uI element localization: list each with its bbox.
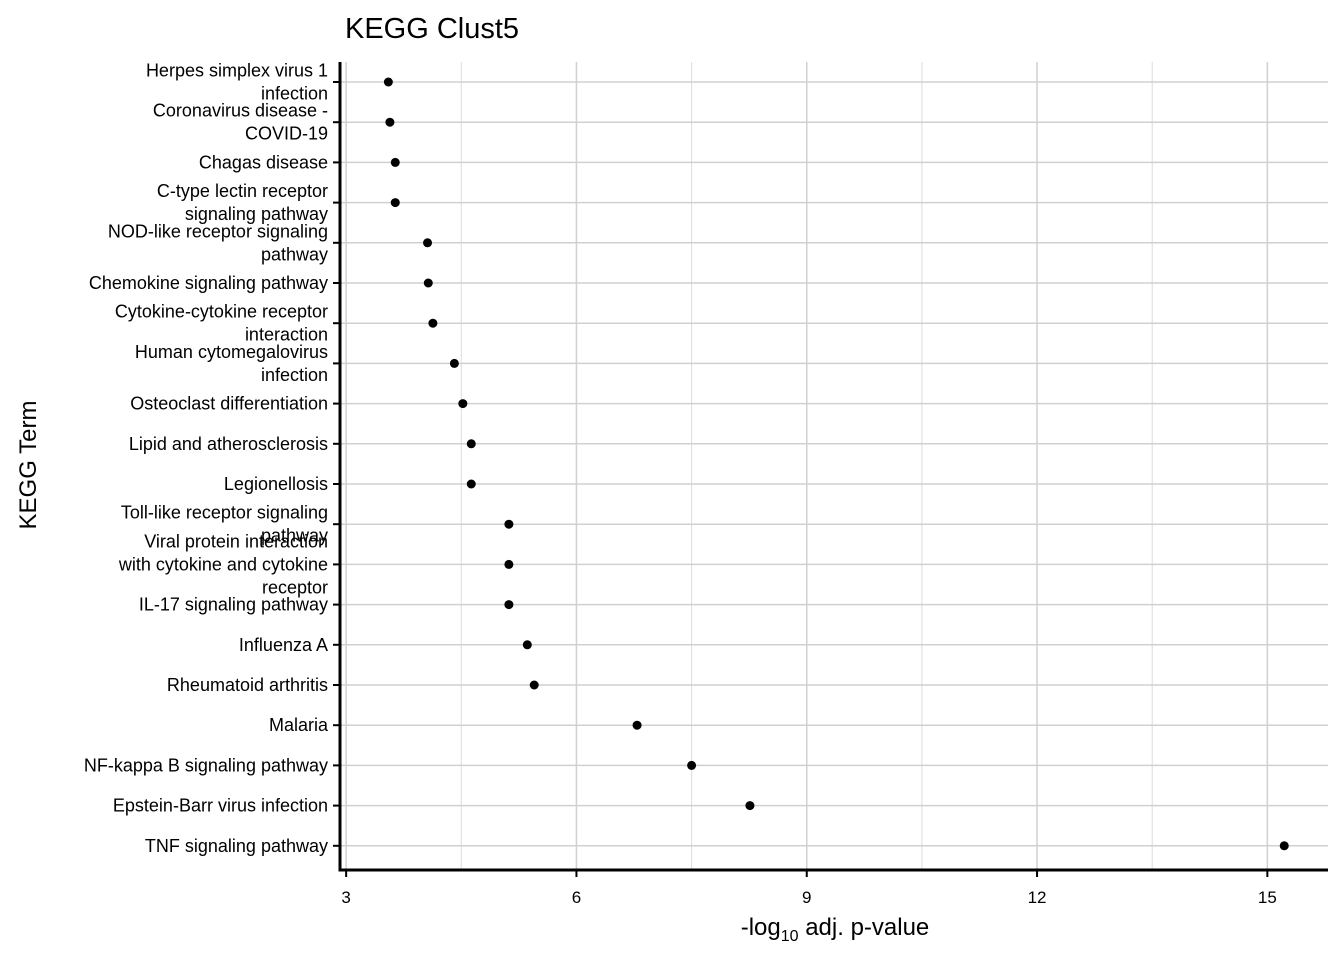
y-tick-label: Cytokine-cytokine receptor interaction: [115, 302, 328, 345]
y-tick-label: Coronavirus disease - COVID-19: [153, 101, 328, 144]
dot: [1279, 841, 1289, 851]
y-tick-label: NOD-like receptor signaling pathway: [108, 221, 328, 264]
y-tick-label-line: interaction: [245, 325, 328, 345]
dot: [428, 318, 438, 328]
y-tick-label-line: Human cytomegalovirus: [135, 342, 328, 362]
y-tick-label-line: Malaria: [269, 715, 329, 735]
y-tick-label-line: Coronavirus disease -: [153, 101, 328, 121]
dot: [466, 479, 476, 489]
y-axis-label: KEGG Term: [15, 401, 42, 530]
y-tick-label: Chagas disease: [199, 152, 328, 172]
y-tick-label: Lipid and atherosclerosis: [129, 434, 328, 454]
x-label-part: adj. p-value: [799, 914, 930, 941]
y-tick-label-line: infection: [261, 365, 328, 385]
dot: [423, 238, 433, 248]
y-tick-label: Viral protein interaction with cytokine a…: [118, 531, 328, 597]
dot: [390, 198, 400, 208]
x-tick-label: 9: [802, 888, 811, 907]
y-tick-label-line: IL-17 signaling pathway: [139, 595, 328, 615]
dot: [687, 760, 697, 770]
y-tick-label-line: Chemokine signaling pathway: [89, 273, 328, 293]
y-tick-label-line: Lipid and atherosclerosis: [129, 434, 328, 454]
y-tick-label-line: C-type lectin receptor: [157, 181, 328, 201]
dot: [466, 439, 476, 449]
y-tick-label: Epstein-Barr virus infection: [113, 796, 328, 816]
dot: [745, 801, 755, 811]
y-tick-label-line: NF-kappa B signaling pathway: [84, 755, 328, 775]
y-tick-label-line: Herpes simplex virus 1: [146, 61, 328, 81]
dot: [390, 157, 400, 167]
y-tick-label-line: Rheumatoid arthritis: [167, 675, 328, 695]
y-tick-label: Malaria: [269, 715, 329, 735]
dot: [504, 559, 514, 569]
y-tick-label-line: with cytokine and cytokine: [118, 554, 328, 574]
y-tick-label-line: infection: [261, 84, 328, 104]
dot: [385, 117, 395, 127]
dot: [423, 278, 433, 288]
y-tick-label-line: receptor: [262, 577, 328, 597]
y-tick-label: Rheumatoid arthritis: [167, 675, 328, 695]
x-tick-label: 3: [341, 888, 350, 907]
y-tick-label: Influenza A: [239, 635, 328, 655]
y-tick-label-line: signaling pathway: [185, 204, 328, 224]
y-tick-label-line: Legionellosis: [224, 474, 328, 494]
dot: [632, 720, 642, 730]
x-label-part: -log: [741, 914, 781, 941]
dot: [458, 399, 468, 409]
y-tick-label-line: NOD-like receptor signaling: [108, 221, 328, 241]
y-tick-label-line: Epstein-Barr virus infection: [113, 796, 328, 816]
dot: [529, 680, 539, 690]
y-tick-label: IL-17 signaling pathway: [139, 595, 328, 615]
dot: [449, 358, 459, 368]
y-tick-label-line: Chagas disease: [199, 152, 328, 172]
y-tick-label: Herpes simplex virus 1 infection: [146, 61, 328, 104]
dot: [504, 600, 514, 610]
y-tick-label: Chemokine signaling pathway: [89, 273, 328, 293]
y-tick-label-line: pathway: [261, 526, 328, 546]
y-tick-label: Legionellosis: [224, 474, 328, 494]
y-tick-label-line: Toll-like receptor signaling: [121, 503, 328, 523]
y-tick-label-line: COVID-19: [245, 124, 328, 144]
x-tick-label: 15: [1258, 888, 1277, 907]
y-tick-label-line: Cytokine-cytokine receptor: [115, 302, 328, 322]
y-tick-label-line: Osteoclast differentiation: [130, 394, 328, 414]
y-tick-label: TNF signaling pathway: [145, 836, 328, 856]
x-tick-label: 6: [572, 888, 581, 907]
y-tick-label: Osteoclast differentiation: [130, 394, 328, 414]
x-tick-label: 12: [1028, 888, 1047, 907]
dot: [522, 640, 532, 650]
y-tick-label: NF-kappa B signaling pathway: [84, 755, 328, 775]
x-label-sub: 10: [781, 928, 799, 945]
x-axis-label: -log10 adj. p-value: [741, 914, 930, 945]
y-tick-label: Toll-like receptor signaling pathway: [121, 503, 328, 546]
y-tick-label: C-type lectin receptor signaling pathway: [157, 181, 328, 224]
y-tick-label-line: Influenza A: [239, 635, 328, 655]
y-tick-label-line: pathway: [261, 244, 328, 264]
dot: [383, 77, 393, 87]
y-tick-label: Human cytomegalovirus infection: [135, 342, 328, 385]
y-tick-label-line: Viral protein interaction: [144, 531, 328, 551]
dot: [504, 519, 514, 529]
y-tick-label-line: TNF signaling pathway: [145, 836, 328, 856]
chart-title: KEGG Clust5: [345, 13, 519, 45]
